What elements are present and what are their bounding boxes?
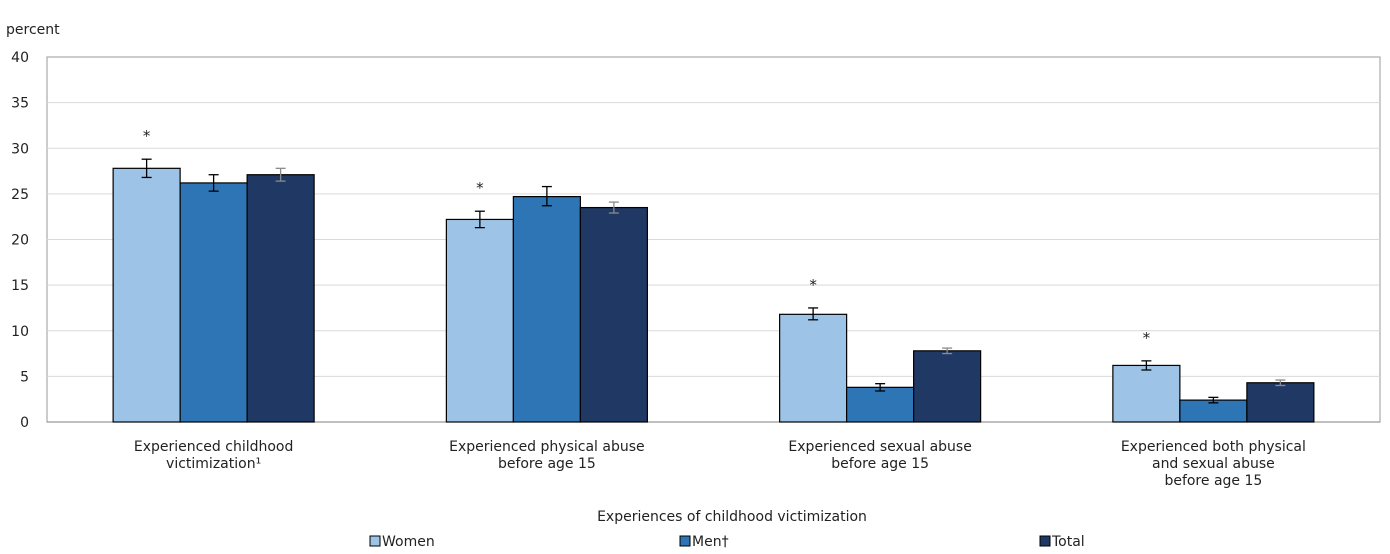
y-tick-label: 20	[11, 233, 29, 249]
bar: Total: 7.8	[913, 350, 982, 423]
x-category-label: before age 15	[1164, 473, 1262, 489]
legend: Women Men† Total	[369, 534, 1085, 550]
y-tick-label: 25	[11, 187, 29, 203]
x-category-label: Experienced childhood	[134, 439, 294, 455]
x-category-label: before age 15	[498, 456, 596, 472]
y-tick-label: 35	[11, 96, 29, 112]
bar: Men†: 3.8	[846, 386, 915, 423]
error-bars-group	[141, 158, 1286, 404]
bar: Total: 4.3	[1246, 382, 1315, 423]
y-axis-label: percent	[6, 22, 60, 38]
x-axis-label: Experiences of childhood victimization	[597, 509, 867, 525]
bar: Women: 6.2	[1112, 364, 1181, 423]
y-tick-label: 40	[11, 50, 29, 66]
x-category-label: Experienced physical abuse	[449, 439, 645, 455]
legend-label: Total	[1051, 534, 1085, 550]
bar: Men†: 26.2	[179, 182, 248, 423]
y-tick-label: 10	[11, 324, 29, 340]
x-category-label: Experienced both physical	[1121, 439, 1306, 455]
y-tick-label: 15	[11, 278, 29, 294]
y-axis-ticks: 0 5 10 15 20 25 30 35 40	[11, 50, 29, 431]
significance-markers: * * * *	[143, 127, 1151, 347]
legend-label: Men†	[692, 534, 729, 550]
x-category-label: victimization¹	[166, 456, 261, 472]
bar: Women: 22.2	[445, 218, 514, 423]
bar: Men†: 24.7	[512, 196, 581, 423]
x-category-label: before age 15	[831, 456, 929, 472]
significance-star: *	[809, 276, 817, 294]
bar: Total: 27.1	[246, 174, 315, 423]
significance-star: *	[1143, 329, 1151, 347]
legend-swatch	[679, 535, 691, 547]
y-tick-label: 5	[20, 369, 29, 385]
x-category-label: and sexual abuse	[1152, 456, 1275, 472]
y-tick-label: 30	[11, 141, 29, 157]
legend-swatch	[1039, 535, 1051, 547]
bar: Women: 11.8	[779, 313, 848, 423]
x-category-label: Experienced sexual abuse	[788, 439, 971, 455]
bar-series-group: Women: 27.8Men†: 26.2Total: 27.1 Women: 2…	[112, 167, 1315, 423]
legend-label: Women	[382, 534, 435, 550]
bar: Total: 23.5	[579, 206, 648, 423]
legend-swatch	[369, 535, 381, 547]
significance-star: *	[143, 127, 151, 145]
significance-star: *	[476, 179, 484, 197]
y-tick-label: 0	[20, 415, 29, 431]
bar: Women: 27.8	[112, 167, 181, 423]
